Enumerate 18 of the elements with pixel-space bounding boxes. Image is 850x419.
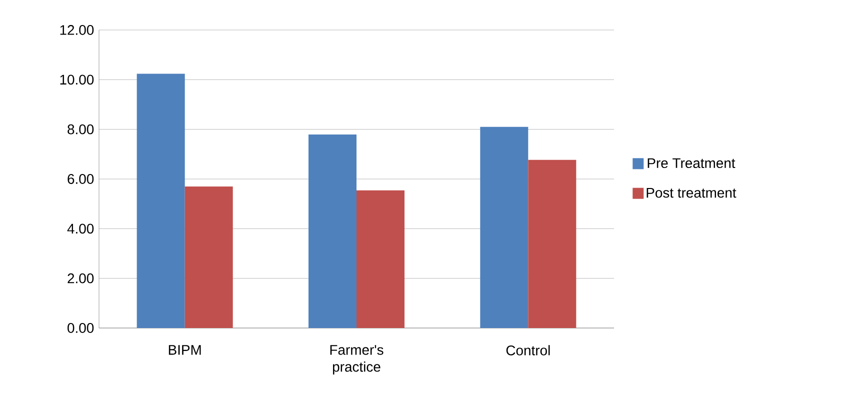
bar bbox=[356, 190, 405, 328]
y-tick-label: 0.00 bbox=[68, 323, 94, 333]
x-tick-label: BIPM bbox=[168, 345, 201, 355]
bar bbox=[136, 74, 185, 328]
bar bbox=[308, 134, 357, 328]
legend-label: Post treatment bbox=[646, 188, 736, 198]
y-tick-label: 12.00 bbox=[60, 25, 94, 35]
y-tick-label: 8.00 bbox=[68, 124, 94, 134]
legend-label: Pre Treatment bbox=[648, 158, 736, 168]
x-tick-label: Control bbox=[506, 345, 550, 356]
bar bbox=[184, 186, 233, 328]
x-tick-label: Farmer's practice bbox=[330, 345, 384, 375]
bar bbox=[480, 126, 528, 328]
y-tick-label: 10.00 bbox=[60, 74, 94, 85]
y-tick-label: 2.00 bbox=[68, 273, 94, 284]
bar bbox=[528, 160, 576, 328]
y-tick-label: 4.00 bbox=[67, 224, 94, 234]
y-tick-label: 6.00 bbox=[68, 174, 94, 184]
